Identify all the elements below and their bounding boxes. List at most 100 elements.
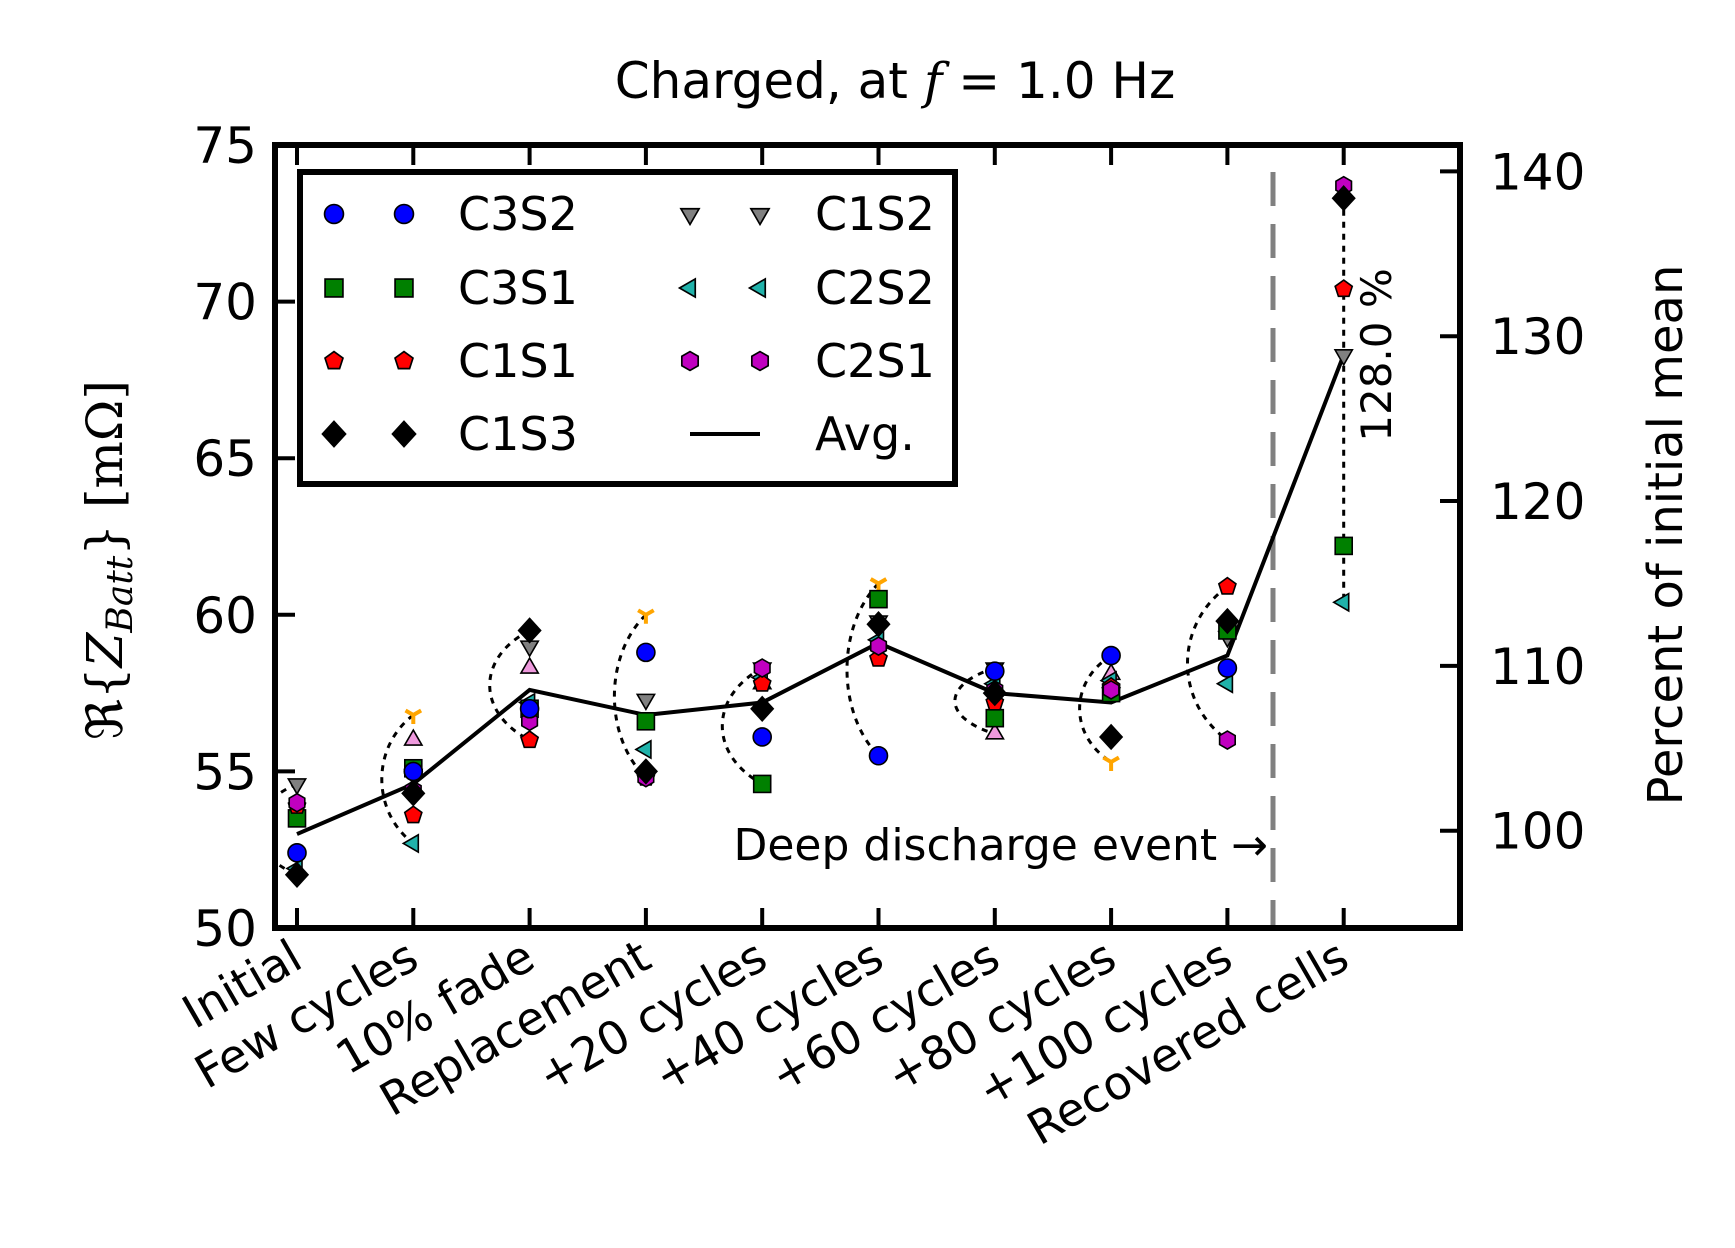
- spread-curve: [720, 666, 763, 786]
- legend-label: C1S2: [815, 187, 935, 241]
- legend-marker: [394, 350, 414, 370]
- marker-c1s1: [520, 730, 540, 749]
- marker-c2s1: [869, 636, 888, 657]
- legend-marker: [679, 207, 701, 227]
- y-tick-label: 60: [193, 587, 257, 645]
- marker-c1s2: [1333, 349, 1354, 367]
- legend-marker: [323, 203, 345, 225]
- data-markers: [284, 175, 1356, 888]
- marker-c3s2: [519, 698, 540, 719]
- marker-c3s2: [636, 642, 656, 663]
- legend-label: C3S1: [458, 261, 578, 315]
- spread-curve: [845, 582, 880, 757]
- marker-extra-y: [1102, 755, 1120, 772]
- spread-curves: [275, 185, 1346, 877]
- marker-c2s2: [634, 739, 652, 760]
- spread-curve: [953, 666, 996, 736]
- marker-c3s2: [287, 843, 307, 863]
- marker-c1s3: [633, 758, 658, 785]
- marker-c1s3: [982, 679, 1007, 707]
- y-tick-label: 75: [193, 117, 257, 175]
- legend-marker: [321, 420, 347, 448]
- marker-c1s3: [401, 780, 426, 807]
- marker-c1s3: [1099, 723, 1124, 751]
- legend-marker: [677, 277, 697, 299]
- spread-curve: [1186, 585, 1229, 742]
- legend-marker: [324, 278, 344, 298]
- marker-c3s1: [636, 711, 656, 731]
- y-tick-label: 70: [193, 274, 257, 332]
- chart-title: Charged, at f = 1.0 Hz: [615, 52, 1176, 110]
- marker-extra-up: [403, 728, 424, 746]
- spread-curve: [1078, 654, 1112, 764]
- marker-c1s3: [750, 695, 775, 722]
- plot-frame: [272, 142, 1463, 931]
- deep-discharge-annotation: Deep discharge event →: [733, 820, 1268, 871]
- legend-label: C2S1: [815, 334, 935, 388]
- y-right-tick-label: 130: [1490, 308, 1585, 366]
- spread-curve: [613, 613, 647, 779]
- y-right-tick-label: 110: [1490, 638, 1585, 696]
- y-tick-label: 65: [193, 430, 257, 488]
- average-polyline: [296, 354, 1346, 836]
- marker-extra-up: [984, 722, 1005, 740]
- marker-c2s2: [401, 833, 420, 854]
- marker-c2s1: [1218, 730, 1236, 751]
- marker-c1s1: [1334, 279, 1354, 298]
- legend-label: C1S3: [458, 407, 578, 461]
- marker-c2s2: [1332, 592, 1350, 613]
- marker-c2s2: [1215, 673, 1234, 694]
- marker-c3s1: [869, 589, 888, 609]
- legend-marker: [747, 277, 767, 299]
- marker-c2s1: [753, 658, 771, 678]
- y-right-tick-label: 100: [1490, 803, 1585, 861]
- legend: C3S2 C3S1 C1S1 C1S3 C1S2 C2S2 C2S1 Avg.: [297, 169, 958, 487]
- marker-c3s1: [752, 774, 772, 794]
- marker-c3s2: [984, 661, 1005, 681]
- marker-c3s2: [1101, 645, 1121, 666]
- marker-c3s2: [752, 727, 773, 747]
- marker-extra-y: [404, 708, 423, 725]
- y-ticks-left: 50 55 60 65 70 75: [193, 117, 295, 958]
- marker-c3s2: [403, 761, 424, 782]
- average-line: [296, 354, 1346, 836]
- marker-c3s1: [985, 708, 1005, 728]
- marker-c1s3: [866, 611, 891, 638]
- y-axis-right-label: Percent of initial mean: [1638, 265, 1694, 806]
- legend-marker: [393, 203, 415, 225]
- spread-curve: [488, 629, 531, 742]
- marker-c1s1: [403, 805, 423, 824]
- y-tick-label: 50: [193, 900, 257, 958]
- marker-c3s2: [868, 745, 889, 766]
- marker-extra-y: [637, 608, 655, 624]
- legend-label: C2S2: [815, 261, 935, 315]
- marker-c1s1: [868, 648, 889, 667]
- y-right-tick-label: 120: [1490, 473, 1585, 531]
- legend-marker: [750, 350, 770, 372]
- marker-c1s3: [1331, 185, 1356, 212]
- marker-c1s3: [284, 861, 310, 888]
- marker-c1s1: [1217, 576, 1237, 595]
- legend-label: Avg.: [815, 407, 915, 461]
- marker-c2s1: [288, 792, 306, 813]
- marker-c1s2: [286, 778, 308, 796]
- y-tick-label: 55: [193, 743, 257, 801]
- y-axis-label: ℜ{ZBatt} [mΩ]: [76, 380, 141, 740]
- legend-marker: [749, 207, 771, 227]
- marker-c2s1: [1102, 680, 1120, 700]
- marker-c1s3: [517, 617, 542, 644]
- y-ticks-right: 100 110 120 130 140: [1440, 143, 1585, 861]
- marker-c1s1: [752, 673, 772, 692]
- legend-label: C3S2: [458, 187, 578, 241]
- legend-label: C1S1: [458, 334, 578, 388]
- legend-marker: [391, 420, 417, 448]
- marker-c3s1: [1334, 536, 1353, 556]
- percent-annotation: 128.0 %: [1352, 268, 1401, 442]
- marker-c1s3: [1215, 607, 1240, 635]
- legend-marker: [324, 350, 344, 370]
- spread-curve: [275, 782, 298, 877]
- marker-c3s2: [1217, 658, 1238, 678]
- legend-marker: [680, 350, 700, 372]
- marker-c1s2: [635, 693, 656, 711]
